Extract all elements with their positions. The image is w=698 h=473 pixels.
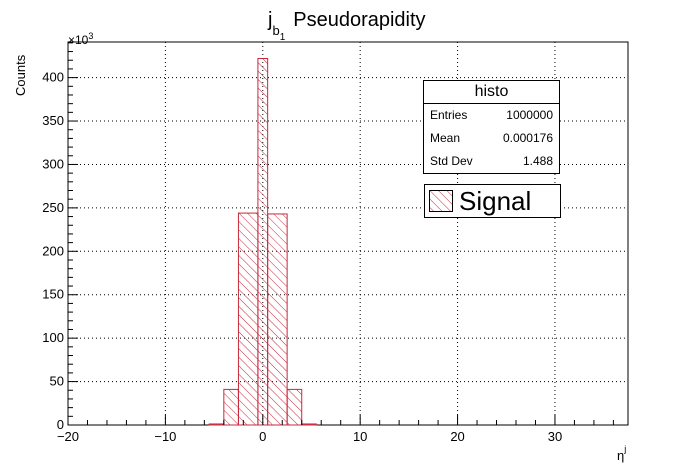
histogram-bar: [301, 423, 317, 426]
x-tick-label: 30: [548, 429, 562, 444]
stats-row-stddev: Std Dev 1.488: [424, 150, 559, 173]
x-axis: −20 −10 0 10 20 30: [57, 415, 614, 444]
y-tick-label: 300: [42, 156, 64, 171]
x-tick-label: −10: [154, 429, 176, 444]
x-tick-label: 10: [353, 429, 367, 444]
stats-label: Std Dev: [430, 154, 473, 168]
stats-title: histo: [424, 81, 559, 104]
y-tick-label: 350: [42, 113, 64, 128]
chart-title: jb1Pseudorapidity: [267, 9, 426, 43]
legend: Signal: [424, 184, 561, 218]
y-multiplier: ×103: [68, 31, 93, 47]
stats-value: 1.488: [522, 154, 553, 168]
stats-value: 1000000: [506, 108, 553, 122]
histogram-bar: [267, 213, 288, 426]
histogram-bar: [286, 388, 303, 426]
y-tick-label: 250: [42, 200, 64, 215]
y-tick-label: 150: [42, 287, 64, 302]
y-tick-label: 100: [42, 330, 64, 345]
legend-swatch: [429, 190, 453, 212]
legend-label: Signal: [459, 186, 532, 216]
x-tick-label: −20: [57, 429, 79, 444]
y-tick-label: 0: [57, 417, 64, 432]
y-axis: 0 50 100 150 200 250 300 350 400: [42, 42, 78, 432]
stats-label: Mean: [430, 131, 461, 145]
histogram-bar: [257, 58, 269, 426]
stats-row-entries: Entries 1000000: [424, 104, 559, 127]
y-tick-label: 200: [42, 243, 64, 258]
y-tick-label: 50: [50, 374, 64, 389]
stats-row-mean: Mean 0.000176: [424, 127, 559, 150]
stats-label: Entries: [430, 108, 468, 122]
x-tick-label: 0: [259, 429, 266, 444]
x-tick-label: 20: [450, 429, 464, 444]
x-axis-label: ηj: [617, 444, 626, 463]
y-tick-label: 400: [42, 70, 64, 85]
histogram-bar: [208, 423, 225, 426]
grid: [68, 42, 628, 425]
y-axis-label: Counts: [13, 54, 28, 96]
histogram-bar: [223, 388, 239, 426]
stats-box: histo Entries 1000000 Mean 0.000176 Std …: [423, 80, 560, 174]
histogram-bar: [237, 212, 259, 426]
stats-value: 0.000176: [502, 131, 553, 145]
